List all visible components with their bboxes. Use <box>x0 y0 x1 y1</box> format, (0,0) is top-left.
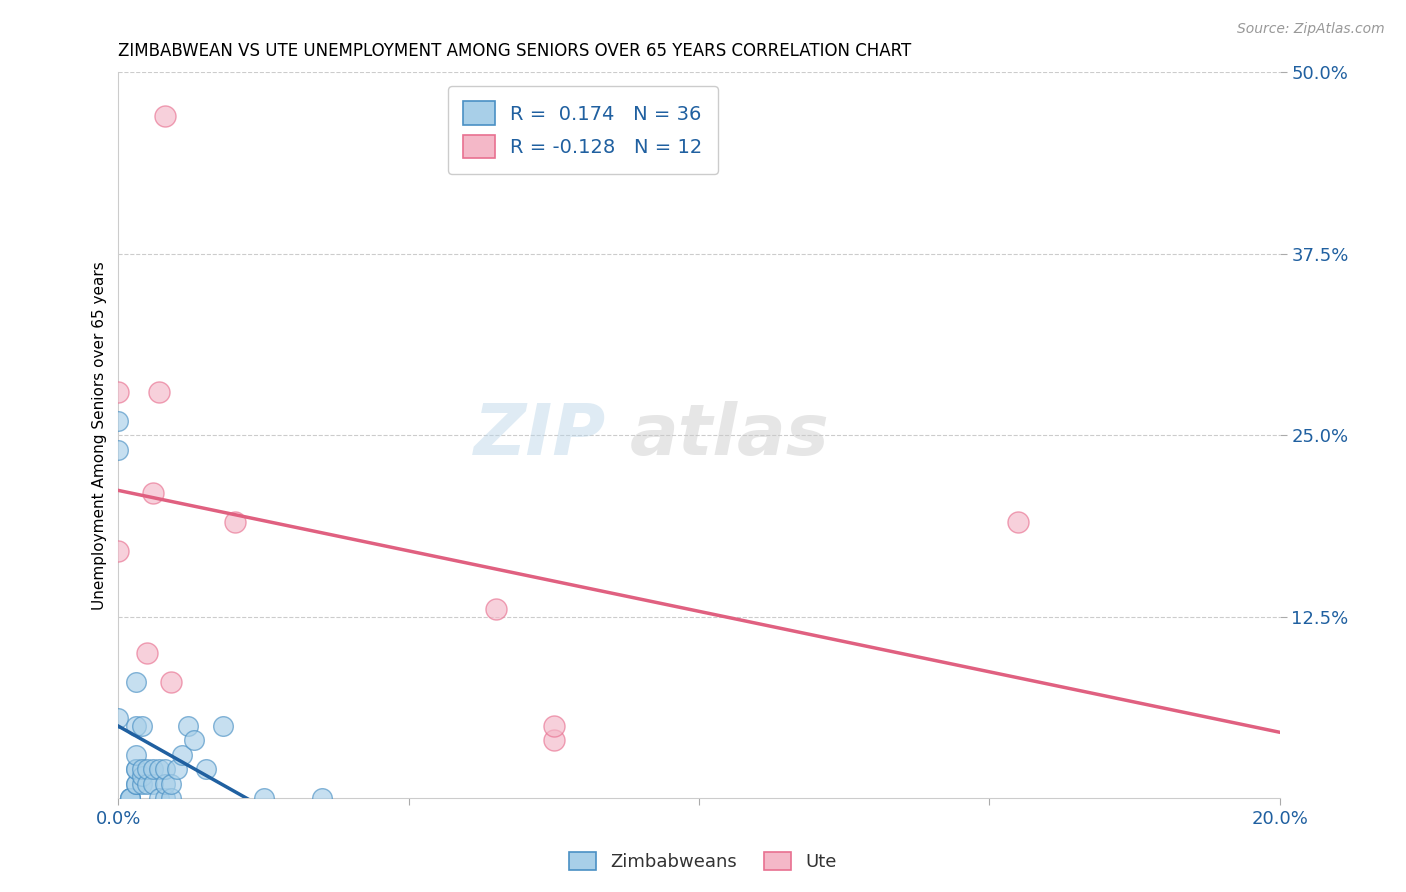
Point <box>311 791 333 805</box>
Point <box>142 762 165 776</box>
Text: ZIP: ZIP <box>474 401 606 470</box>
Point <box>125 718 148 732</box>
Point <box>118 791 141 805</box>
Point <box>125 776 148 790</box>
Point <box>125 762 148 776</box>
Point <box>153 776 176 790</box>
Text: Source: ZipAtlas.com: Source: ZipAtlas.com <box>1237 22 1385 37</box>
Point <box>125 776 148 790</box>
Point <box>159 776 181 790</box>
Point <box>107 442 129 457</box>
Y-axis label: Unemployment Among Seniors over 65 years: Unemployment Among Seniors over 65 years <box>93 260 107 609</box>
Point <box>131 762 153 776</box>
Point <box>183 733 205 747</box>
Point <box>543 718 565 732</box>
Point <box>107 414 129 428</box>
Point <box>118 791 141 805</box>
Point <box>252 791 274 805</box>
Point <box>485 602 508 616</box>
Point <box>131 769 153 783</box>
Point <box>543 733 565 747</box>
Text: ZIMBABWEAN VS UTE UNEMPLOYMENT AMONG SENIORS OVER 65 YEARS CORRELATION CHART: ZIMBABWEAN VS UTE UNEMPLOYMENT AMONG SEN… <box>118 42 911 60</box>
Point <box>125 675 148 690</box>
Point <box>159 675 181 690</box>
Point <box>107 711 129 725</box>
Point <box>153 109 176 123</box>
Legend: Zimbabweans, Ute: Zimbabweans, Ute <box>561 845 845 879</box>
Text: atlas: atlas <box>630 401 830 470</box>
Point <box>148 791 170 805</box>
Point <box>1007 516 1029 530</box>
Point <box>131 718 153 732</box>
Point <box>148 384 170 399</box>
Point <box>125 747 148 762</box>
Point <box>136 762 159 776</box>
Point <box>212 718 235 732</box>
Point <box>224 516 246 530</box>
Legend: R =  0.174   N = 36, R = -0.128   N = 12: R = 0.174 N = 36, R = -0.128 N = 12 <box>449 86 718 174</box>
Point <box>136 646 159 660</box>
Point <box>142 486 165 500</box>
Point <box>153 791 176 805</box>
Point <box>125 762 148 776</box>
Point <box>172 747 194 762</box>
Point <box>131 776 153 790</box>
Point <box>142 776 165 790</box>
Point <box>177 718 200 732</box>
Point <box>159 791 181 805</box>
Point <box>166 762 188 776</box>
Point <box>136 776 159 790</box>
Point <box>107 544 129 558</box>
Point <box>153 762 176 776</box>
Point <box>148 762 170 776</box>
Point <box>107 384 129 399</box>
Point <box>118 791 141 805</box>
Point <box>194 762 217 776</box>
